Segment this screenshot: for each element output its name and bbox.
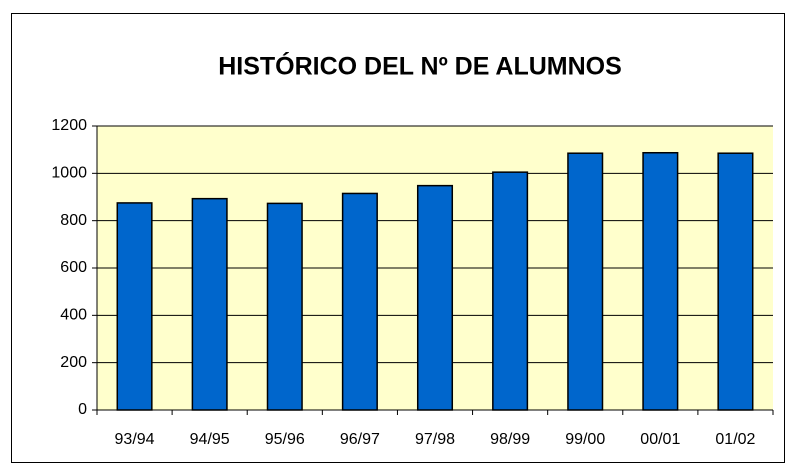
- x-tick-label: 97/98: [415, 431, 455, 448]
- y-tick-label: 600: [60, 259, 87, 276]
- x-tick-label: 95/96: [265, 431, 305, 448]
- chart-title: HISTÓRICO DEL Nº DE ALUMNOS: [218, 51, 622, 81]
- bar: [567, 152, 604, 411]
- x-tick-label: 00/01: [640, 431, 680, 448]
- bar: [266, 202, 303, 411]
- y-tick-label: 1200: [51, 117, 87, 134]
- bar: [416, 184, 454, 411]
- y-tick-label: 400: [60, 307, 87, 324]
- y-tick-label: 800: [60, 212, 87, 229]
- y-tick-label: 200: [60, 354, 87, 371]
- x-tick-label: 96/97: [340, 431, 380, 448]
- bar: [116, 202, 153, 411]
- x-tick-label: 98/99: [490, 431, 530, 448]
- bar: [341, 192, 378, 411]
- bar: [642, 151, 679, 411]
- y-tick-label: 0: [78, 401, 87, 418]
- x-tick-label: 01/02: [715, 431, 755, 448]
- x-tick-label: 94/95: [190, 431, 230, 448]
- bar: [492, 171, 529, 411]
- x-tick-label: 93/94: [115, 431, 155, 448]
- bar: [717, 152, 754, 411]
- bar: [191, 197, 228, 411]
- y-tick-label: 1000: [51, 165, 87, 182]
- x-tick-label: 99/00: [565, 431, 605, 448]
